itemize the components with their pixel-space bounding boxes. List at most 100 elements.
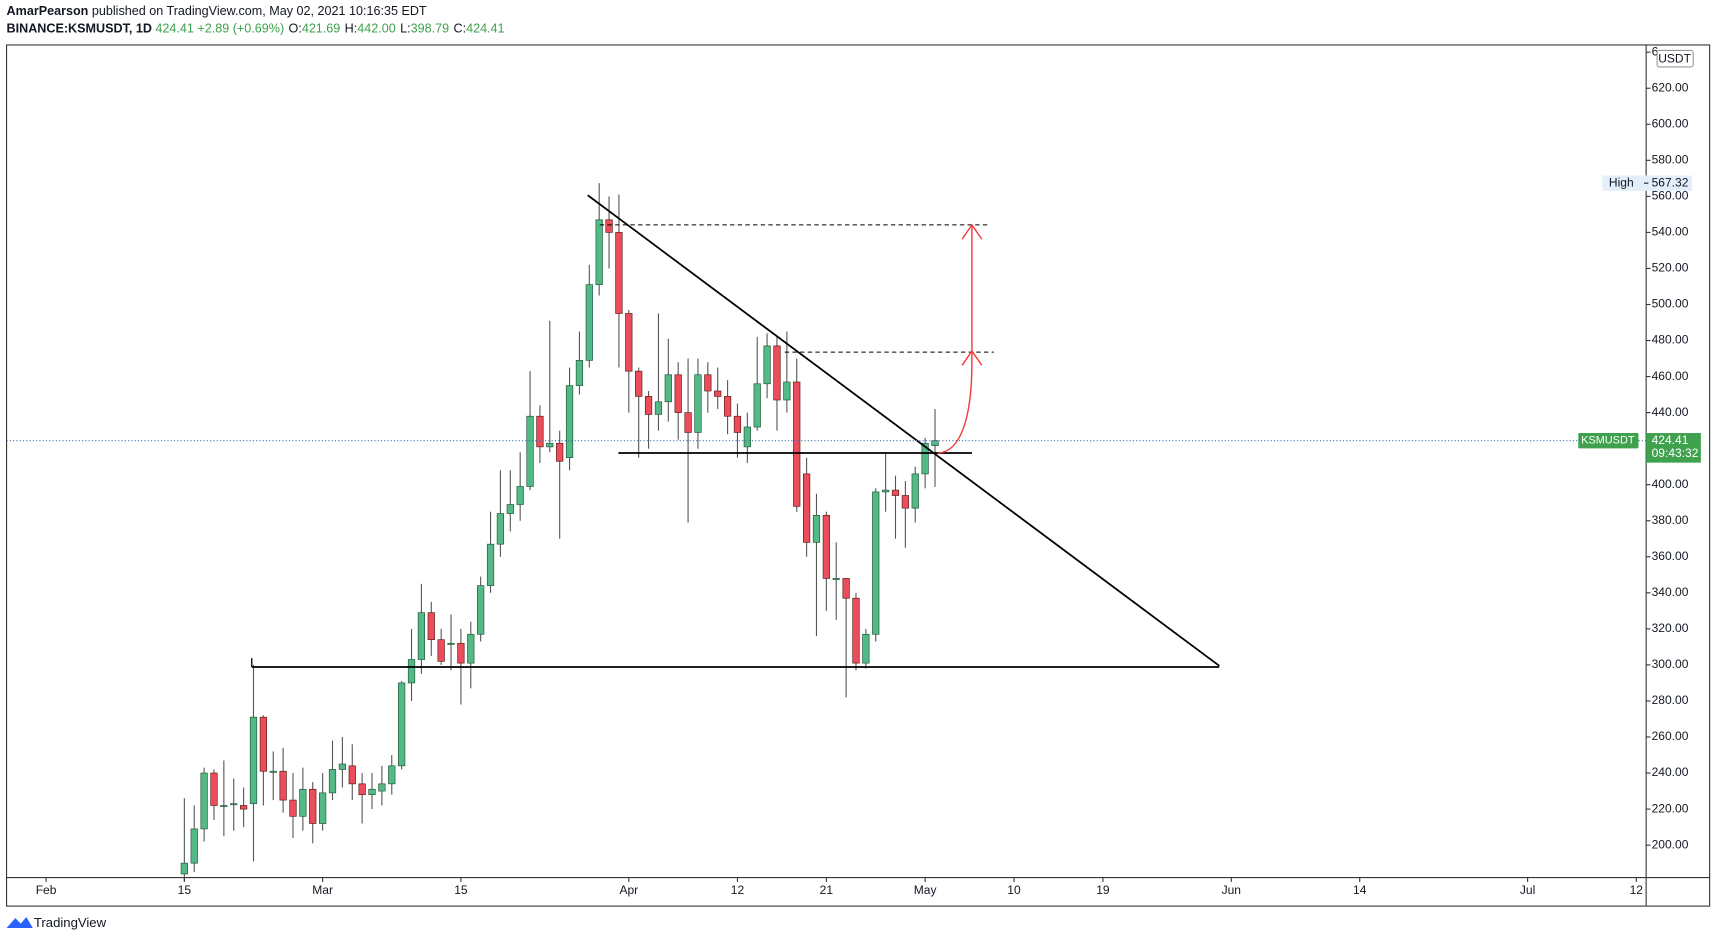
y-tick-label: 340.00 <box>1652 585 1689 599</box>
y-tick-label: 380.00 <box>1652 513 1689 527</box>
candle-body <box>832 578 840 580</box>
x-tick-label: 19 <box>1096 883 1110 897</box>
candle-body <box>259 716 267 772</box>
x-tick-label: 12 <box>731 883 745 897</box>
brand: TradingView <box>6 915 107 930</box>
candle-body <box>723 396 732 417</box>
candle-body <box>644 396 653 415</box>
candle-body <box>289 799 297 817</box>
author: AmarPearson <box>7 4 89 18</box>
y-tick-label: 320.00 <box>1652 621 1689 635</box>
candle-body <box>417 612 426 660</box>
candle-body <box>605 219 613 233</box>
arrow-head <box>961 223 983 366</box>
candle-body <box>249 716 258 805</box>
ohlc-key: H: <box>345 22 358 36</box>
candle-body <box>319 792 327 824</box>
candle-body <box>378 783 386 792</box>
candle-body <box>743 426 751 448</box>
candle-body <box>407 659 416 684</box>
candle-body <box>388 765 396 785</box>
candle-body <box>714 390 722 397</box>
candle-body <box>615 232 623 314</box>
candle-body <box>565 385 574 458</box>
currency-label: USDT <box>1658 51 1691 65</box>
y-tick-label: 220.00 <box>1652 801 1689 815</box>
y-tick-label: 520.00 <box>1652 261 1689 275</box>
candle-body <box>230 803 238 806</box>
candle-body <box>437 639 445 662</box>
candle-body <box>793 381 801 507</box>
candle-body <box>852 597 860 664</box>
candle-body <box>733 415 742 433</box>
high-label: High <box>1609 175 1634 189</box>
candle-body <box>664 374 672 403</box>
y-tick-label: 560.00 <box>1652 189 1689 203</box>
candle-body <box>812 515 821 543</box>
ticker-badge <box>1578 433 1639 449</box>
ticker-label: KSMUSDT <box>1581 435 1635 447</box>
ohlc-key: O: <box>289 22 302 36</box>
candle-body <box>299 788 307 817</box>
x-tick-label: Feb <box>36 883 57 897</box>
candle-body <box>200 772 208 830</box>
candle-body <box>427 612 435 641</box>
x-tick-label: 14 <box>1353 883 1367 897</box>
trend-line <box>587 194 1220 667</box>
x-tick-label: 21 <box>820 883 834 897</box>
candle-body <box>210 772 218 806</box>
drawings <box>251 194 1220 668</box>
candle-body <box>802 473 811 543</box>
candle-body <box>447 642 455 645</box>
candle-body <box>358 783 366 796</box>
y-tick-label: 240.00 <box>1652 765 1689 779</box>
candle-body <box>674 374 682 413</box>
x-tick-label: Jul <box>1520 883 1535 897</box>
candle-body <box>783 381 791 401</box>
candle-body <box>348 765 356 785</box>
x-tick-label: Jun <box>1222 883 1241 897</box>
header-line: AmarPearson published on TradingView.com… <box>7 4 427 18</box>
candle-body <box>486 543 495 586</box>
candle-body <box>496 513 505 545</box>
candle-body <box>891 489 900 496</box>
candle-body <box>654 401 663 415</box>
ohlc-key: L: <box>400 22 411 36</box>
published: published on TradingView.com, May 02, 20… <box>92 4 427 18</box>
candle-body <box>338 763 346 770</box>
candle-body <box>516 486 524 505</box>
ohlc-value: 424.41 <box>466 22 504 36</box>
x-tick-label: 10 <box>1007 883 1021 897</box>
candle-body <box>368 788 376 796</box>
candle-body <box>575 360 584 386</box>
candle-body <box>901 495 909 509</box>
currency-badge <box>1656 49 1694 68</box>
candle-body <box>467 633 475 664</box>
plot-area <box>180 183 939 882</box>
ohlc-value: 398.79 <box>411 22 449 36</box>
candle-body <box>822 515 830 579</box>
candle-body <box>704 374 712 392</box>
quote-line: BINANCE:KSMUSDT, 1D 424.41 +2.89 (+0.69%… <box>7 22 505 36</box>
candle-body <box>763 345 771 385</box>
y-tick-label: 260.00 <box>1652 729 1689 743</box>
candle-body <box>635 370 643 397</box>
y-tick-label: 620.00 <box>1652 80 1689 94</box>
x-tick-label: Apr <box>619 883 638 897</box>
y-tick-label: 540.00 <box>1652 225 1689 239</box>
candle-body <box>911 473 919 509</box>
y-tick-label: 440.00 <box>1652 405 1689 419</box>
candle-body <box>872 491 880 635</box>
x-tick-label: 15 <box>454 883 468 897</box>
projection-arrow <box>937 224 973 454</box>
candle-body <box>180 862 188 875</box>
y-tick-label: 480.00 <box>1652 333 1689 347</box>
candle-body <box>773 345 781 401</box>
candle-body <box>753 383 761 428</box>
last-price-badge <box>1646 433 1701 463</box>
candle-body <box>585 284 593 361</box>
ohlc-value: 421.69 <box>302 22 340 36</box>
candle-body <box>862 633 870 664</box>
y-tick-label: 200.00 <box>1652 837 1689 851</box>
candle-body <box>556 442 564 462</box>
